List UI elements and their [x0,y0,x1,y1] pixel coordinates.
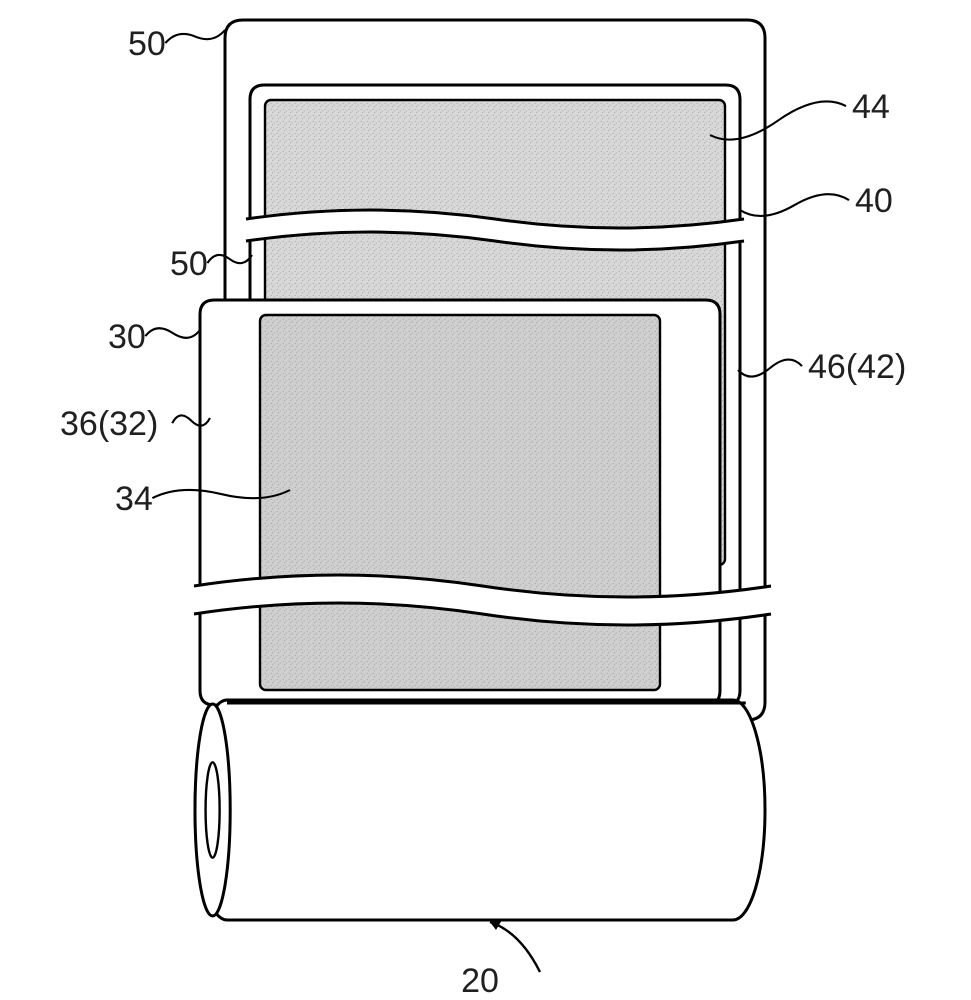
leader-l50a [165,30,225,43]
leader-l30 [145,328,200,338]
roll-20-body [195,700,765,920]
label-l3632: 36(32) [60,405,158,443]
roll-20-endcap [195,704,230,916]
label-l30: 30 [108,318,146,356]
label-l20: 20 [461,962,499,1000]
label-l34: 34 [115,480,153,518]
label-l50a: 50 [128,25,166,63]
label-l44: 44 [852,88,890,126]
label-l4642: 46(42) [808,348,906,386]
label-l40: 40 [855,182,893,220]
label-l50b: 50 [170,245,208,283]
shade-34 [260,315,660,690]
